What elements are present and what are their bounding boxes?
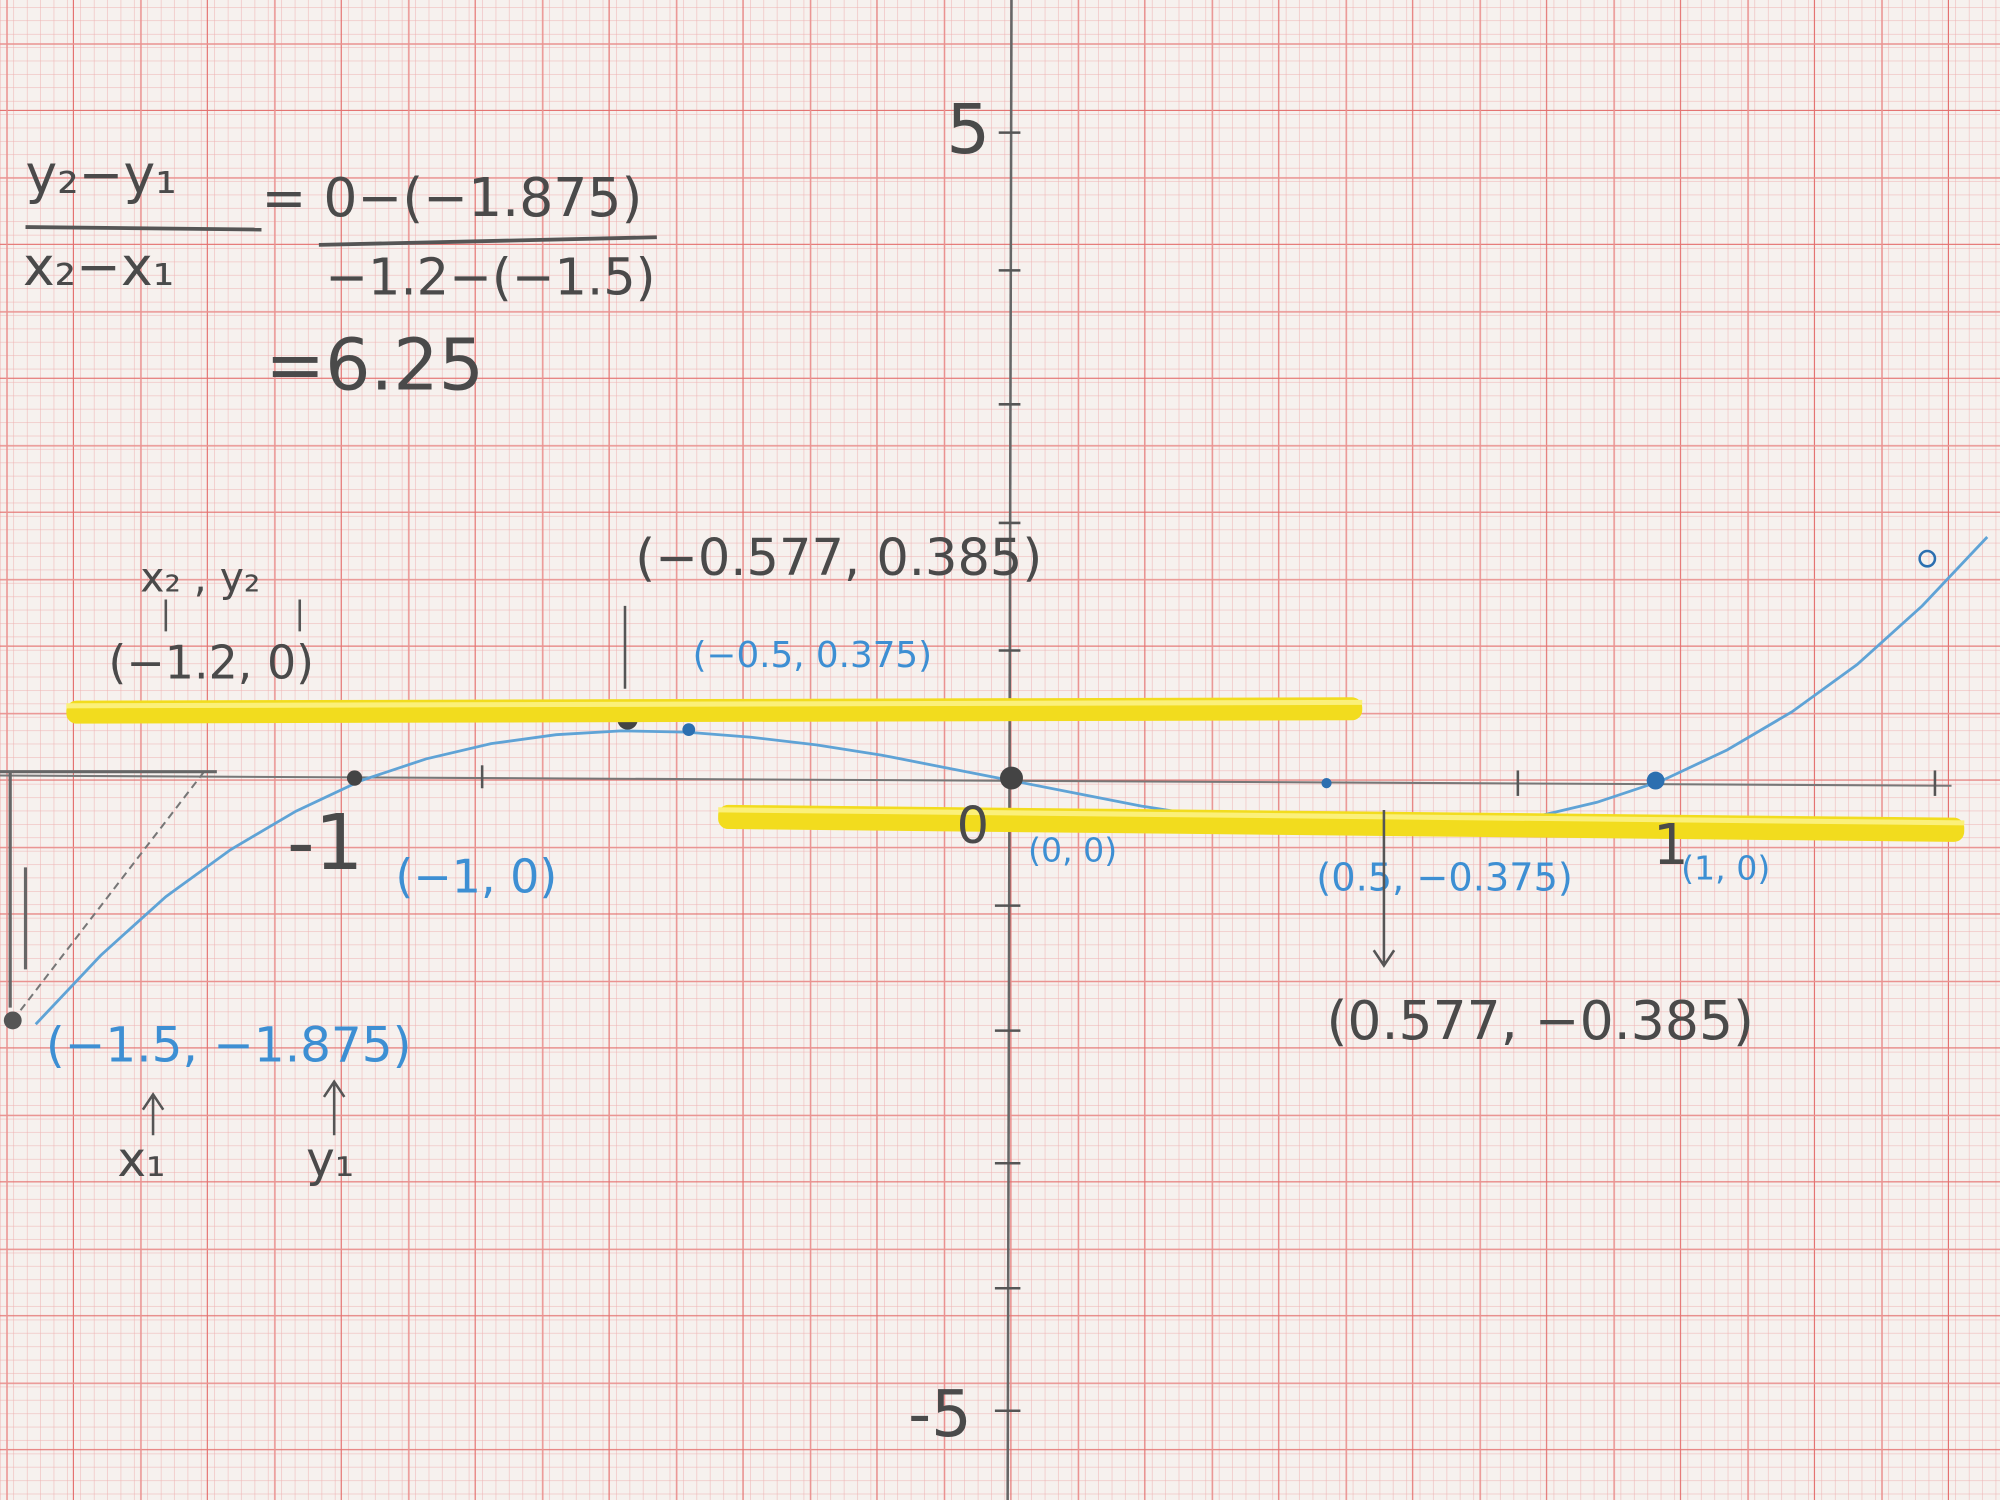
secant-line: [11, 771, 205, 1022]
point-label: (−1.2, 0): [108, 635, 314, 689]
x1-label: x₁: [117, 1132, 165, 1188]
fraction-bar: [25, 225, 262, 232]
y-bottom-label: -5: [908, 1378, 972, 1452]
x-pos-label: 1: [1653, 813, 1689, 878]
yellow-straws: [66, 697, 1965, 842]
arrows: [141, 599, 1396, 1136]
point-label: (0.577, −0.385): [1327, 989, 1754, 1052]
fraction-bar: [318, 235, 657, 247]
y-top-label: 5: [946, 90, 990, 170]
formula-result: =6.25: [265, 323, 484, 406]
axis-ticks: [480, 131, 1937, 1412]
origin-label: 0: [957, 797, 989, 856]
x-axis: [0, 774, 1952, 787]
formula-denominator: x₂−x₁: [23, 235, 174, 298]
formula-rhs-numerator: = 0−(−1.875): [261, 166, 642, 229]
y1-label: y₁: [306, 1132, 354, 1188]
formula-numerator: y₂−y₁: [26, 143, 177, 206]
point-label: (1, 0): [1681, 848, 1770, 887]
point-label: (−0.5, 0.375): [693, 635, 932, 676]
point-label: (−0.577, 0.385): [635, 529, 1042, 588]
y-axis: [1006, 0, 1013, 1500]
point-label: (−1, 0): [395, 850, 557, 904]
point-label: (0.5, −0.375): [1316, 856, 1573, 901]
x-neg-label: -1: [287, 799, 363, 888]
point-label: (−1.5, −1.875): [46, 1017, 412, 1073]
x2-y2-label: x₂ , y₂: [140, 553, 260, 601]
point-label: (0, 0): [1028, 831, 1117, 870]
formula-rhs-denominator: −1.2−(−1.5): [325, 249, 655, 308]
rise-run-marks: [0, 770, 217, 1008]
